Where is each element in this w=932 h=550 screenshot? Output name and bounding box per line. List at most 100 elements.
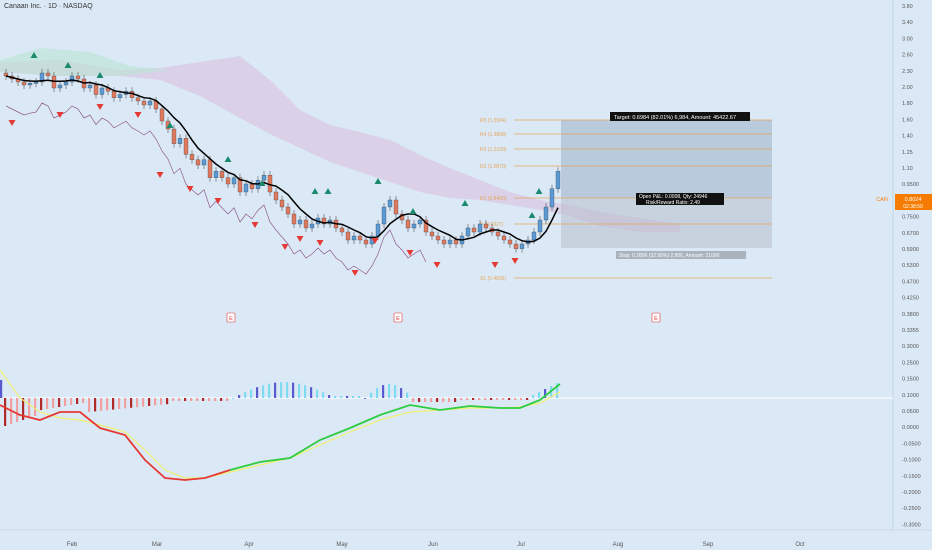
- sell-signal-arrow: [134, 112, 142, 118]
- fib-level-label: R5 (1.5504): [480, 118, 507, 124]
- candle: [375, 223, 381, 237]
- macd-histogram-bar: [160, 398, 163, 405]
- price-tick-label: 0.3000: [902, 344, 919, 350]
- candle: [45, 72, 51, 77]
- sell-signal-arrow: [214, 198, 222, 204]
- candle: [519, 243, 525, 249]
- price-tick-label: 2.00: [902, 85, 913, 91]
- macd-histogram-bar: [208, 398, 211, 401]
- candle: [189, 154, 195, 160]
- moving-average-line: [5, 75, 559, 243]
- candle: [387, 199, 393, 208]
- time-tick-label: Feb: [67, 542, 78, 548]
- buy-signal-arrow: [409, 208, 417, 214]
- buy-signal-arrow: [461, 200, 469, 206]
- macd-histogram-bar: [184, 398, 187, 401]
- price-tick-label: 1.80: [902, 101, 913, 107]
- macd-histogram-bar: [502, 398, 505, 400]
- macd-histogram-bar: [358, 396, 361, 398]
- candle: [231, 177, 237, 185]
- macd-histogram-bar: [58, 398, 61, 407]
- candle: [477, 223, 483, 233]
- sell-signal-arrow: [281, 244, 289, 250]
- price-tick-label: 0.4700: [902, 279, 919, 285]
- macd-histogram-bar: [82, 398, 85, 403]
- macd-histogram-bar: [292, 382, 295, 398]
- price-tick-label: 3.00: [902, 36, 913, 42]
- macd-histogram-bar: [196, 398, 199, 401]
- earnings-marker: [226, 312, 236, 323]
- macd-histogram-bar: [28, 398, 31, 418]
- macd-histogram-bar: [322, 392, 325, 398]
- candle: [183, 138, 189, 155]
- macd-histogram-bar: [130, 398, 133, 408]
- candle: [249, 183, 255, 189]
- sell-signal-arrow: [8, 120, 16, 126]
- price-tick-label: 1.40: [902, 134, 913, 140]
- sell-signal-arrow: [433, 262, 441, 268]
- candle: [555, 171, 561, 189]
- price-tick-label: -0.1000: [902, 458, 921, 464]
- price-tick-label: 0.4250: [902, 296, 919, 302]
- price-badge-value: 0.8024: [905, 197, 922, 203]
- candle: [453, 239, 459, 245]
- macd-histogram-bar: [556, 383, 559, 398]
- candle: [147, 100, 153, 106]
- macd-histogram-bar: [142, 398, 145, 407]
- candle: [549, 188, 555, 208]
- price-tick-label: -0.2000: [902, 490, 921, 496]
- macd-histogram-bar: [220, 398, 223, 401]
- macd-histogram-bar: [16, 398, 19, 422]
- macd-histogram-bar: [346, 396, 349, 398]
- price-tick-label: 0.2500: [902, 360, 919, 366]
- candle: [285, 206, 291, 215]
- fib-level-label: R2 (1.0870): [480, 164, 507, 170]
- macd-histogram-bar: [268, 383, 271, 398]
- candle: [33, 81, 39, 84]
- macd-histogram-bar: [394, 385, 397, 398]
- macd-histogram-bar: [148, 398, 151, 406]
- candle: [39, 72, 45, 83]
- macd-histogram-bar: [532, 395, 535, 398]
- candle: [219, 171, 225, 178]
- candle: [393, 199, 399, 215]
- macd-histogram-bar: [304, 385, 307, 398]
- candle: [225, 177, 231, 185]
- candle: [195, 159, 201, 166]
- candle: [273, 191, 279, 201]
- macd-histogram-bar: [478, 398, 481, 400]
- earnings-marker-label: E: [229, 316, 233, 322]
- macd-histogram-bar: [454, 398, 457, 402]
- stop-zone: [561, 198, 772, 248]
- candle: [429, 231, 435, 237]
- ichimoku-cloud-bullish: [0, 48, 170, 76]
- target-label: Target: 0.6984 (82.01%) 6,984, Amount: 4…: [614, 115, 736, 121]
- buy-signal-arrow: [166, 122, 174, 128]
- macd-histogram-bar: [238, 395, 241, 398]
- candle: [303, 219, 309, 229]
- price-tick-label: 0.1500: [902, 377, 919, 383]
- candle: [483, 223, 489, 229]
- earnings-marker: [651, 312, 661, 323]
- fib-level-label: R1 (0.8400): [480, 196, 507, 202]
- candle: [507, 239, 513, 245]
- candle: [309, 223, 315, 229]
- macd-histogram-bar: [40, 398, 43, 410]
- price-tick-label: 0.3800: [902, 312, 919, 318]
- macd-histogram-bar: [154, 398, 157, 406]
- candle: [465, 227, 471, 237]
- macd-histogram-bar: [226, 398, 229, 401]
- macd-histogram-bar: [166, 398, 169, 405]
- candle: [207, 159, 213, 178]
- macd-histogram-bar: [526, 398, 529, 400]
- candle: [513, 243, 519, 249]
- time-tick-label: Mar: [152, 542, 162, 548]
- candle: [279, 199, 285, 208]
- price-axis: [893, 0, 932, 550]
- chart-title: Canaan Inc. · 1D · NASDAQ: [4, 3, 93, 10]
- macd-histogram-bar: [94, 398, 97, 412]
- candle: [417, 219, 423, 225]
- price-tick-label: 0.5900: [902, 247, 919, 253]
- sell-signal-arrow: [251, 222, 259, 228]
